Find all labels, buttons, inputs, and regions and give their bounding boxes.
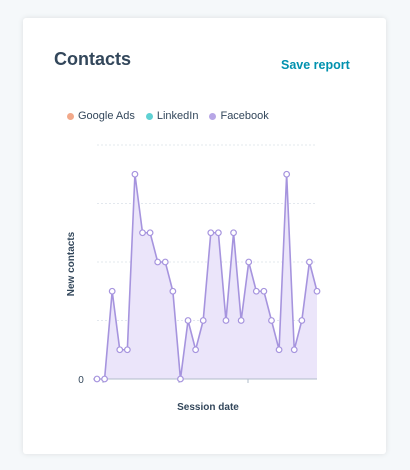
facebook-data-point — [146, 229, 154, 237]
facebook-data-point — [184, 317, 192, 324]
facebook-data-point — [93, 375, 101, 383]
facebook-data-point — [139, 229, 146, 237]
facebook-data-point — [313, 287, 321, 295]
facebook-data-point — [268, 317, 275, 324]
y-tick-label: 0 — [78, 375, 84, 386]
legend-item-facebook[interactable]: Facebook — [209, 110, 269, 122]
facebook-data-point — [298, 317, 306, 324]
facebook-data-point — [260, 287, 268, 295]
facebook-area — [97, 174, 318, 380]
facebook-dot-icon — [209, 112, 217, 120]
facebook-data-point — [116, 346, 124, 354]
facebook-series-line — [97, 174, 318, 380]
legend-item-google-ads[interactable]: Google Ads — [67, 110, 135, 122]
facebook-data-point — [207, 229, 215, 237]
x-axis-title: Session date — [177, 402, 239, 413]
facebook-data-point — [101, 375, 108, 383]
facebook-data-point — [192, 346, 200, 354]
facebook-data-point — [154, 258, 162, 266]
facebook-data-point — [237, 317, 245, 324]
facebook-data-point — [283, 170, 291, 178]
facebook-data-point — [131, 170, 139, 178]
facebook-data-point — [169, 287, 177, 295]
contacts-chart: 0 New contacts Session date — [66, 144, 321, 413]
facebook-data-point — [245, 258, 253, 266]
facebook-data-point — [230, 229, 237, 237]
legend-label-google-ads: Google Ads — [78, 110, 135, 122]
google-ads-dot-icon — [67, 112, 74, 120]
legend-label-facebook: Facebook — [220, 110, 269, 122]
facebook-data-point — [275, 346, 283, 354]
facebook-data-point — [108, 287, 116, 295]
facebook-data-point — [123, 346, 131, 354]
legend-item-linkedin[interactable]: LinkedIn — [145, 110, 199, 122]
legend-label-linkedin: LinkedIn — [156, 110, 199, 122]
chart-legend: Google Ads LinkedIn Facebook — [67, 110, 280, 122]
report-card: Contacts Save report Google Ads LinkedIn… — [23, 18, 386, 454]
y-axis-title: New contacts — [66, 231, 77, 296]
facebook-points — [93, 170, 321, 383]
facebook-data-point — [161, 258, 169, 266]
report-title: Contacts — [54, 49, 132, 69]
save-report-link[interactable]: Save report — [281, 58, 350, 72]
facebook-data-point — [177, 375, 184, 383]
chart-labels: New contacts Session date — [66, 231, 239, 413]
facebook-data-point — [222, 317, 230, 324]
facebook-data-point — [290, 346, 298, 354]
facebook-data-point — [214, 229, 222, 237]
facebook-data-point — [306, 258, 313, 266]
facebook-data-point — [252, 287, 260, 295]
facebook-data-point — [199, 317, 207, 324]
linkedin-dot-icon — [145, 112, 153, 120]
